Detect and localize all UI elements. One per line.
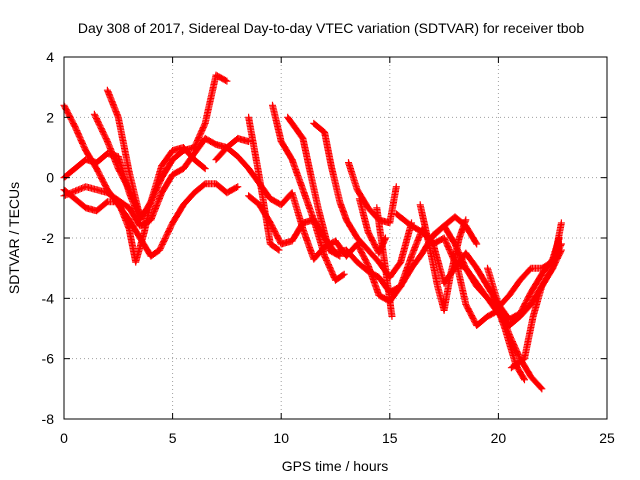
series-track-21 — [507, 246, 565, 372]
series-track-1 — [60, 101, 242, 260]
y-tick-label: 4 — [46, 49, 54, 65]
data-marker — [507, 246, 565, 372]
series-track-10 — [269, 101, 348, 284]
series-track-20 — [484, 264, 546, 393]
axis-ticks — [63, 56, 608, 420]
series-track-11 — [284, 113, 344, 260]
data-marker — [373, 204, 396, 320]
data-marker — [245, 113, 283, 254]
y-tick-label: 0 — [46, 170, 54, 186]
series-track-13 — [345, 159, 400, 227]
x-tick-label: 10 — [273, 430, 289, 446]
series-track-15 — [373, 204, 396, 320]
data-marker — [355, 195, 389, 257]
series-track-12 — [310, 119, 416, 281]
data-marker — [103, 86, 144, 221]
data-points — [60, 71, 565, 393]
data-marker — [345, 159, 400, 227]
y-tick-label: -4 — [42, 290, 55, 306]
x-tick-label: 20 — [491, 430, 507, 446]
y-tick-label: -6 — [42, 351, 55, 367]
chart-title: Day 308 of 2017, Sidereal Day-to-day VTE… — [78, 20, 585, 36]
x-tick-label: 15 — [382, 430, 398, 446]
x-tick-label: 25 — [599, 430, 615, 446]
data-marker — [60, 101, 242, 260]
x-axis-label: GPS time / hours — [282, 458, 389, 474]
series-track-9 — [245, 113, 283, 254]
y-tick-label: -2 — [42, 230, 55, 246]
series-track-14 — [355, 195, 389, 257]
data-marker — [484, 264, 546, 393]
x-tick-label: 0 — [60, 430, 68, 446]
y-tick-label: -8 — [42, 411, 55, 427]
x-tick-label: 5 — [169, 430, 177, 446]
y-tick-label: 2 — [46, 109, 54, 125]
data-marker — [310, 119, 416, 281]
data-marker — [284, 113, 344, 260]
series-track-6 — [103, 86, 144, 221]
data-marker — [269, 101, 348, 284]
y-axis-label: SDTVAR / TECUs — [6, 182, 22, 294]
tick-labels: 0 5 10 15 20 25 -8 -6 -4 -2 0 2 4 — [42, 49, 615, 446]
